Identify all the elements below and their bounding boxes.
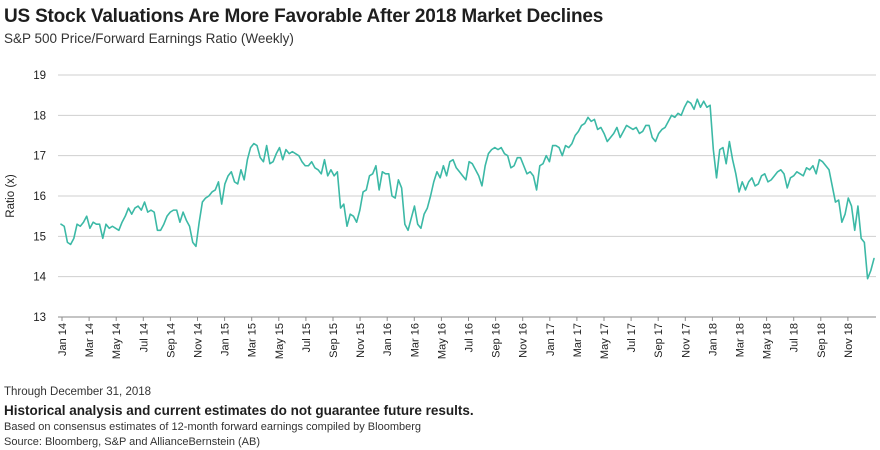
x-tick-label: Jan 17 <box>545 323 557 356</box>
x-tick-label: Jul 15 <box>301 323 313 352</box>
x-tick-label: Jul 14 <box>138 323 150 352</box>
x-tick-label: Mar 16 <box>409 323 421 357</box>
y-tick-label: 13 <box>33 312 46 324</box>
x-tick-label: May 16 <box>436 323 448 359</box>
source-note: Source: Bloomberg, S&P and AllianceBerns… <box>4 436 260 448</box>
x-tick-label: Sep 17 <box>653 323 665 358</box>
x-tick-label: May 17 <box>599 323 611 359</box>
gridlines <box>58 74 876 278</box>
disclaimer-note: Historical analysis and current estimate… <box>4 403 474 418</box>
y-tick-label: 17 <box>33 151 46 163</box>
x-tick-label: May 18 <box>762 323 774 359</box>
x-tick-label: May 14 <box>111 323 123 359</box>
x-tick-label: Nov 17 <box>680 323 692 358</box>
x-tick-label: Sep 16 <box>491 323 503 358</box>
chart-title: US Stock Valuations Are More Favorable A… <box>4 6 604 27</box>
x-tick-label: Nov 16 <box>518 323 530 358</box>
line-chart: 13 14 15 16 17 18 19 Ratio (x) Jan 14 Mar 14 May… <box>5 70 876 359</box>
x-tick-label: Nov 15 <box>355 323 367 358</box>
y-tick-labels: 13 14 15 16 17 18 19 <box>33 70 46 324</box>
x-tick-label: Jul 16 <box>464 323 476 352</box>
basis-note: Based on consensus estimates of 12-month… <box>4 421 422 433</box>
x-tick-label: Jul 18 <box>789 323 801 352</box>
x-tick-label: Mar 17 <box>572 323 584 357</box>
y-tick-label: 19 <box>33 70 46 82</box>
x-tick-label: Mar 14 <box>84 323 96 357</box>
y-tick-label: 14 <box>33 272 46 284</box>
x-tick-label: Jan 15 <box>220 323 232 356</box>
x-tick-label: May 15 <box>274 323 286 359</box>
pe-ratio-line <box>60 98 875 280</box>
y-tick-label: 15 <box>33 231 46 243</box>
y-tick-label: 16 <box>33 191 46 203</box>
y-axis-label: Ratio (x) <box>5 174 17 218</box>
x-tick-label: Jul 17 <box>626 323 638 352</box>
x-tick-label: Sep 18 <box>816 323 828 358</box>
x-tick-labels: Jan 14 Mar 14 May 14 Jul 14 Sep 14 Nov 14 Jan … <box>57 317 855 359</box>
x-tick-label: Jan 14 <box>57 323 69 356</box>
x-tick-label: Mar 15 <box>247 323 259 357</box>
through-date-note: Through December 31, 2018 <box>4 386 152 398</box>
x-tick-label: Jan 18 <box>707 323 719 356</box>
x-tick-label: Sep 15 <box>328 323 340 358</box>
x-tick-label: Jan 16 <box>382 323 394 356</box>
x-tick-label: Sep 14 <box>165 323 177 358</box>
x-tick-label: Mar 18 <box>735 323 747 357</box>
x-tick-label: Nov 14 <box>193 323 205 358</box>
y-tick-label: 18 <box>33 110 46 122</box>
series-layer <box>60 98 875 280</box>
x-tick-label: Nov 18 <box>843 323 855 358</box>
chart-subtitle: S&P 500 Price/Forward Earnings Ratio (We… <box>4 31 294 46</box>
